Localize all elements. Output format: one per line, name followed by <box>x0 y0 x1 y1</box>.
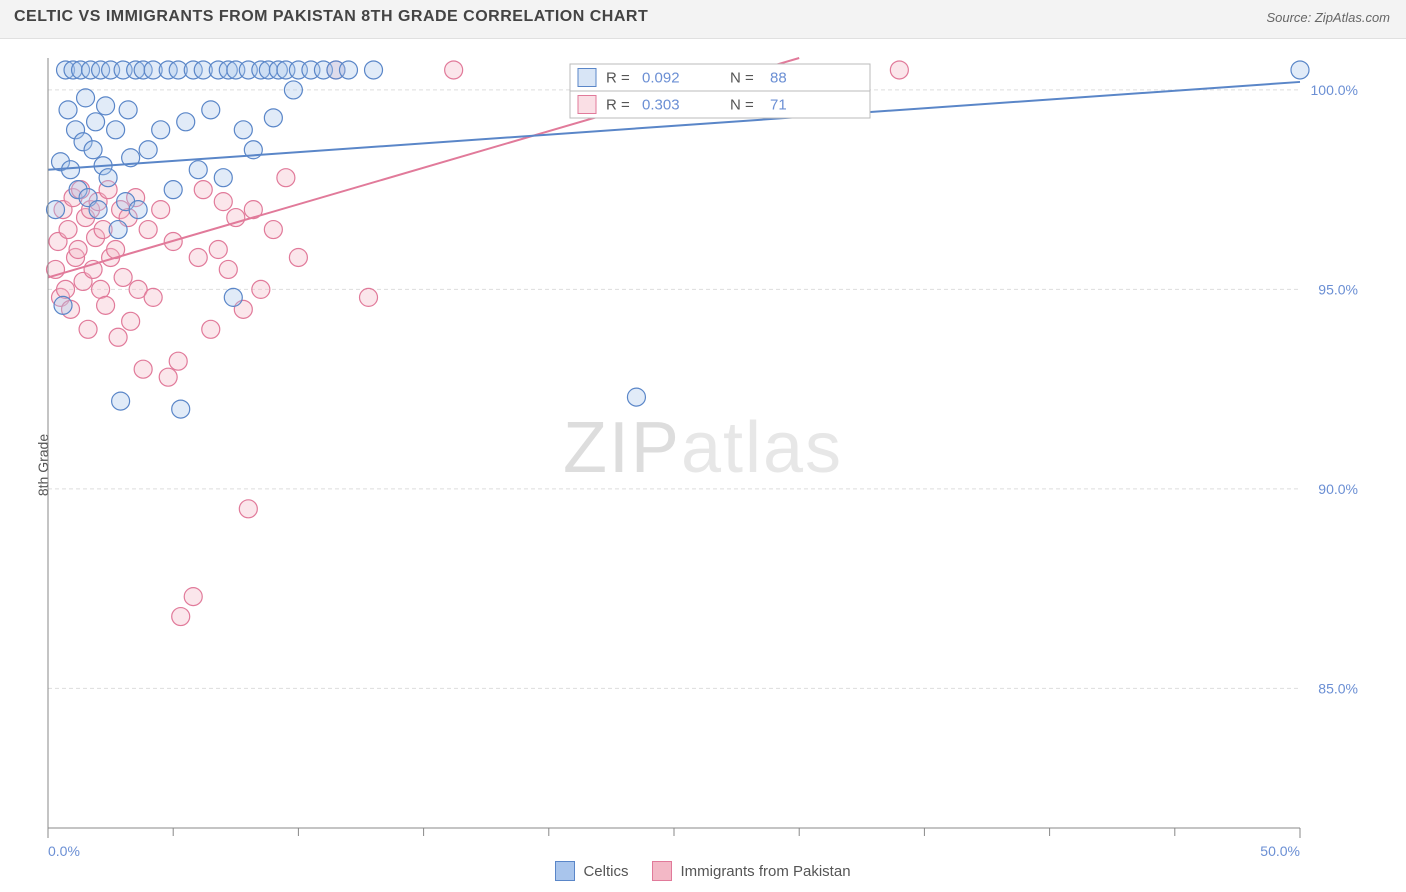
chart-title: CELTIC VS IMMIGRANTS FROM PAKISTAN 8TH G… <box>14 8 648 26</box>
data-point <box>365 61 383 79</box>
data-point <box>119 101 137 119</box>
data-point <box>109 328 127 346</box>
data-point <box>139 221 157 239</box>
data-point <box>289 248 307 266</box>
data-point <box>627 388 645 406</box>
data-point <box>152 121 170 139</box>
data-point <box>189 161 207 179</box>
y-tick-label: 90.0% <box>1318 481 1358 497</box>
data-point <box>252 280 270 298</box>
data-point <box>219 260 237 278</box>
y-tick-label: 100.0% <box>1311 82 1358 98</box>
legend-swatch <box>652 861 672 881</box>
data-point <box>97 296 115 314</box>
data-point <box>184 588 202 606</box>
data-point <box>122 312 140 330</box>
data-point <box>239 500 257 518</box>
x-tick-label: 0.0% <box>48 843 80 859</box>
y-tick-label: 85.0% <box>1318 680 1358 696</box>
data-point <box>77 89 95 107</box>
data-point <box>224 288 242 306</box>
svg-text:R =: R = <box>606 70 630 87</box>
data-point <box>59 101 77 119</box>
x-tick-label: 50.0% <box>1260 843 1300 859</box>
data-point <box>92 280 110 298</box>
svg-text:88: 88 <box>770 70 787 87</box>
data-point <box>109 221 127 239</box>
data-point <box>144 288 162 306</box>
data-point <box>62 161 80 179</box>
data-point <box>284 81 302 99</box>
stat-legend: R = 0.092 N = 88 R = 0.303 N = 71 <box>570 64 870 118</box>
data-point <box>169 352 187 370</box>
data-point <box>202 101 220 119</box>
data-point <box>114 268 132 286</box>
data-point <box>47 201 65 219</box>
data-point <box>129 201 147 219</box>
data-point <box>234 121 252 139</box>
data-point <box>445 61 463 79</box>
data-point <box>87 113 105 131</box>
data-point <box>112 392 130 410</box>
data-point <box>264 109 282 127</box>
data-point <box>54 296 72 314</box>
data-point <box>209 241 227 259</box>
data-point <box>172 400 190 418</box>
svg-text:N =: N = <box>730 97 754 114</box>
legend-item: Immigrants from Pakistan <box>652 861 850 881</box>
series-legend: Celtics Immigrants from Pakistan <box>0 861 1406 886</box>
data-point <box>264 221 282 239</box>
legend-label: Celtics <box>583 863 628 880</box>
data-point <box>89 201 107 219</box>
data-point <box>189 248 207 266</box>
scatter-plot: 85.0% 90.0% 95.0% 100.0% 0.0% 50.0% R = 0.092 N … <box>0 38 1406 892</box>
data-point <box>177 113 195 131</box>
svg-text:0.092: 0.092 <box>642 70 680 87</box>
data-point <box>152 201 170 219</box>
data-point <box>360 288 378 306</box>
legend-item: Celtics <box>555 861 628 881</box>
data-point <box>1291 61 1309 79</box>
data-point <box>107 121 125 139</box>
legend-swatch <box>555 861 575 881</box>
data-point <box>84 141 102 159</box>
data-point <box>339 61 357 79</box>
data-point <box>277 169 295 187</box>
data-point <box>214 169 232 187</box>
data-point <box>214 193 232 211</box>
data-point <box>139 141 157 159</box>
data-point <box>57 280 75 298</box>
data-point <box>99 169 117 187</box>
data-point <box>194 181 212 199</box>
svg-text:71: 71 <box>770 97 787 114</box>
svg-text:N =: N = <box>730 70 754 87</box>
legend-label: Immigrants from Pakistan <box>680 863 850 880</box>
data-point <box>172 608 190 626</box>
y-tick-label: 95.0% <box>1318 281 1358 297</box>
data-point <box>159 368 177 386</box>
data-point <box>79 320 97 338</box>
data-point <box>59 221 77 239</box>
data-point <box>202 320 220 338</box>
data-point <box>69 241 87 259</box>
data-point <box>164 181 182 199</box>
svg-text:0.303: 0.303 <box>642 97 680 114</box>
data-point <box>97 97 115 115</box>
svg-text:R =: R = <box>606 97 630 114</box>
data-point <box>890 61 908 79</box>
source-attribution: Source: ZipAtlas.com <box>1266 10 1390 25</box>
plot-container: 8th Grade 85.0%90.0%95.0%100.0%0.0%50.0%… <box>0 38 1406 892</box>
data-point <box>134 360 152 378</box>
